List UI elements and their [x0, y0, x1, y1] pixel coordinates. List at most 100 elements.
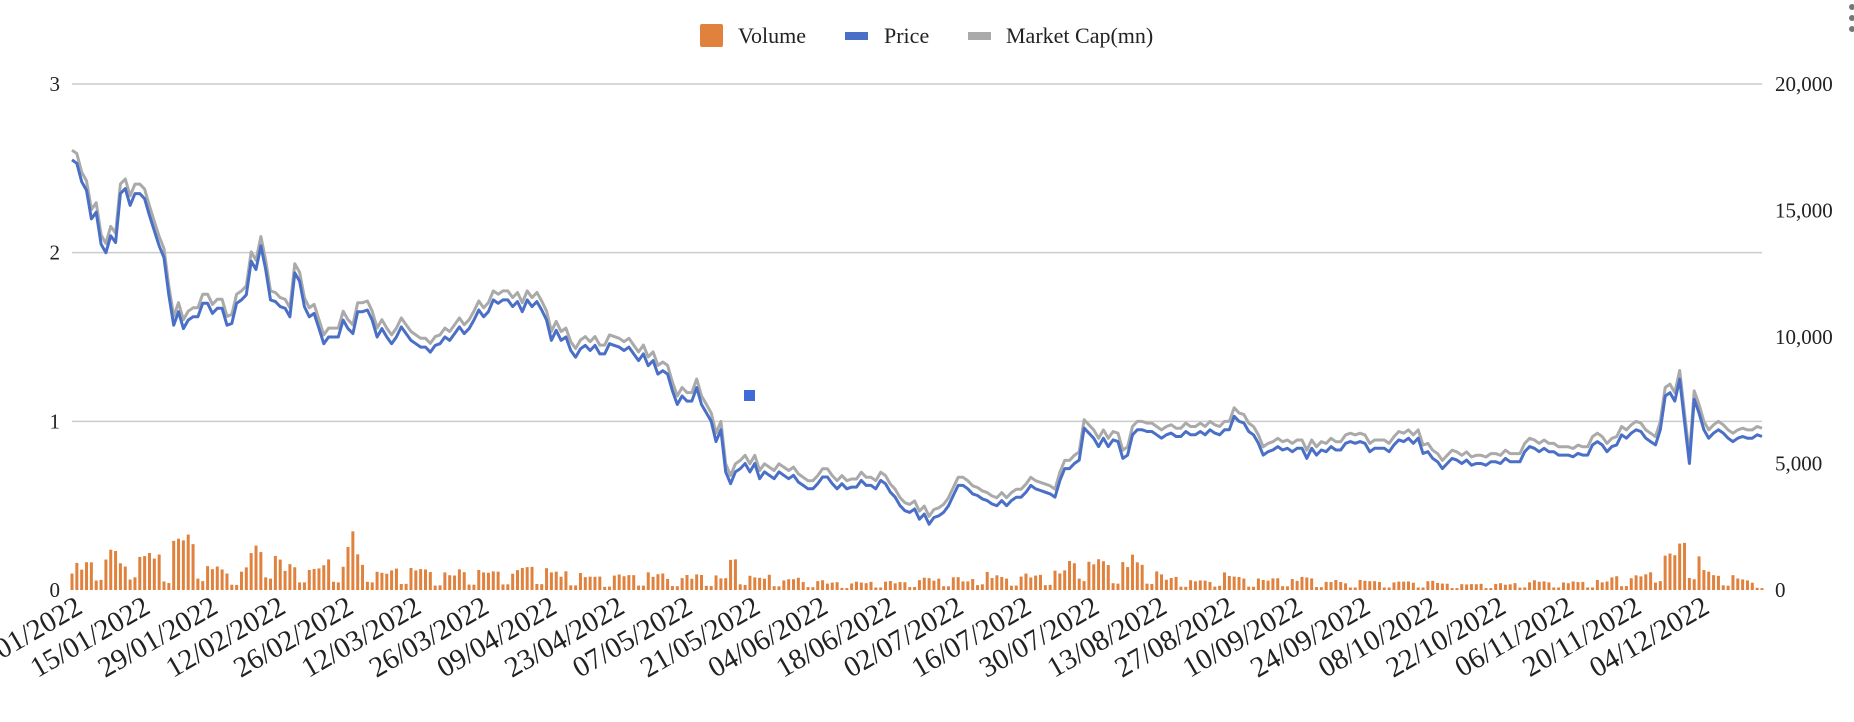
volume-bar: [1247, 586, 1251, 590]
volume-bar: [70, 573, 74, 590]
volume-bar: [89, 562, 93, 590]
right-tick-label: 15,000: [1775, 199, 1833, 223]
volume-bar: [264, 577, 268, 590]
left-tick-label: 0: [50, 578, 61, 602]
volume-bar: [331, 581, 335, 590]
volume-bar: [792, 579, 796, 590]
volume-bar: [472, 584, 476, 590]
volume-bar: [777, 586, 781, 590]
volume-bar: [152, 558, 156, 590]
volume-bar: [138, 556, 142, 590]
volume-bar: [457, 569, 461, 590]
volume-bar: [980, 584, 984, 590]
gridlines: [72, 83, 1762, 423]
volume-bar: [879, 587, 883, 590]
volume-bar: [1683, 542, 1687, 590]
volume-bar: [617, 574, 621, 590]
volume-bar: [709, 586, 713, 590]
volume-bar: [622, 576, 626, 590]
volume-bar: [1697, 556, 1701, 590]
volume-bar: [336, 582, 340, 590]
volume-bar: [1029, 577, 1033, 590]
volume-bar: [269, 578, 273, 590]
volume-bar: [1218, 585, 1222, 590]
price-line[interactable]: [71, 158, 1763, 526]
volume-bar: [1266, 580, 1270, 590]
volume-bar: [1474, 584, 1478, 590]
volume-bar: [1179, 586, 1183, 590]
volume-bar: [1518, 587, 1522, 590]
volume-bar: [695, 574, 699, 590]
volume-bar: [806, 587, 810, 590]
volume-bar: [1063, 570, 1067, 590]
volume-bar: [1392, 582, 1396, 590]
volume-bar: [1140, 564, 1144, 590]
volume-bar: [1387, 587, 1391, 590]
volume-bar: [583, 577, 587, 590]
volume-bar: [1164, 579, 1168, 590]
more-options-icon[interactable]: [1844, 0, 1854, 40]
legend[interactable]: Volume Price Market Cap(mn): [700, 23, 1153, 48]
volume-bar: [753, 577, 757, 590]
volume-bar: [898, 582, 902, 590]
volume-bar: [1508, 584, 1512, 590]
volume-bar: [1469, 584, 1473, 590]
volume-bar: [1440, 583, 1444, 590]
volume-bar: [312, 568, 316, 590]
volume-bar: [1678, 543, 1682, 590]
volume-bar: [123, 566, 127, 590]
volume-bar: [298, 582, 302, 590]
volume-bar: [1436, 582, 1440, 590]
volume-bar: [1373, 581, 1377, 590]
volume-bar: [1692, 579, 1696, 590]
volume-bar: [1276, 578, 1280, 590]
volume-bar: [767, 574, 771, 590]
volume-bar: [714, 575, 718, 590]
volume-bar: [922, 577, 926, 590]
volume-bar: [365, 581, 369, 590]
volume-bar: [220, 569, 224, 590]
volume-bar: [1005, 578, 1009, 590]
volume-bar: [491, 571, 495, 590]
volume-bar: [1702, 570, 1706, 590]
volume-bar: [453, 575, 457, 590]
hover-point-marker[interactable]: [744, 390, 755, 401]
volume-bar: [283, 570, 287, 590]
volume-bar: [995, 575, 999, 590]
volume-bar: [1043, 585, 1047, 590]
volume-bar: [516, 570, 519, 590]
volume-bar: [670, 586, 674, 590]
volume-bar: [225, 573, 229, 590]
volume-bar: [1058, 573, 1062, 590]
volume-bar: [1726, 585, 1730, 590]
volume-bar: [1479, 583, 1483, 590]
volume-bar: [1634, 575, 1638, 590]
volume-bar: [1203, 580, 1207, 590]
x-axis: 01/202215/01/202229/01/202212/02/202226/…: [0, 590, 1715, 684]
volume-bar: [1024, 573, 1028, 590]
volume-bar: [801, 582, 805, 590]
volume-bar: [1121, 562, 1125, 590]
volume-bar: [1615, 576, 1619, 590]
market-cap-line[interactable]: [71, 148, 1763, 518]
volume-bar: [394, 568, 398, 590]
right-tick-label: 0: [1775, 578, 1786, 602]
legend-label-volume: Volume: [738, 23, 806, 48]
volume-bar: [99, 579, 103, 590]
volume-bar: [1382, 587, 1386, 590]
volume-bar: [772, 586, 776, 590]
volume-bar: [1416, 587, 1420, 590]
volume-bar: [1189, 580, 1193, 590]
volume-bar: [501, 584, 505, 590]
volume-bar: [1600, 582, 1604, 590]
right-axis: 0 5,000 10,000 15,000 20,000: [1775, 72, 1833, 602]
volume-bar: [1411, 582, 1415, 590]
volume-bar: [109, 549, 113, 590]
left-tick-label: 3: [50, 72, 61, 96]
volume-bar: [690, 578, 694, 590]
volume-bar: [540, 584, 544, 590]
volume-bar: [409, 567, 413, 590]
volume-bar: [351, 531, 355, 590]
volume-bar: [956, 577, 960, 590]
volume-bar: [632, 575, 636, 590]
